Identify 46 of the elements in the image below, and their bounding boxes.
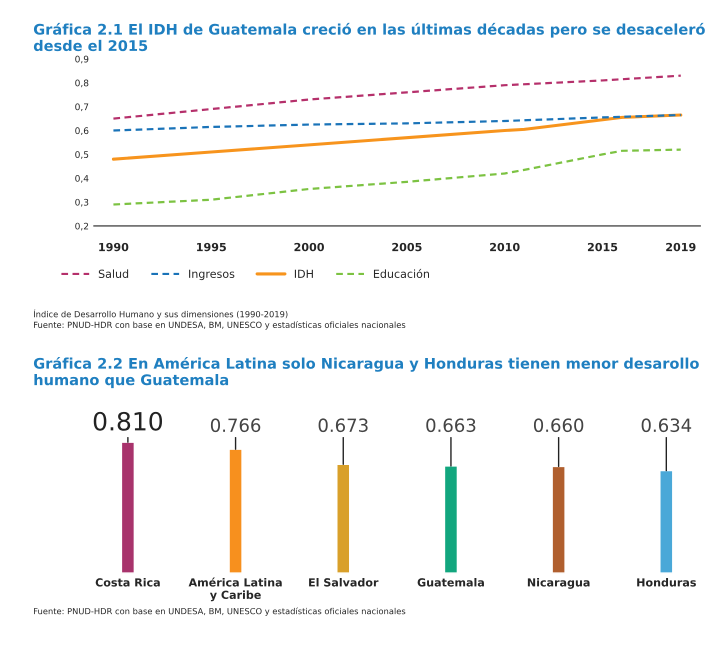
y-tick-label: 0,3 bbox=[75, 198, 88, 207]
bar bbox=[444, 465, 458, 574]
y-tick-label: 0,2 bbox=[75, 222, 88, 230]
data-label: 0.663 bbox=[426, 418, 476, 432]
source-note: Fuente: PNUD-HDR con base en UNDESA, BM, UNESCO y estadísticas oficiales nacionales bbox=[34, 321, 406, 330]
y-tick-label: 0,7 bbox=[75, 103, 88, 112]
y-tick-label: 0,5 bbox=[75, 151, 88, 159]
bar bbox=[336, 464, 350, 574]
y-tick-label: 0,9 bbox=[75, 56, 88, 64]
text: Índice de Desarrollo Humano y sus dimensiones (1990-2019) bbox=[34, 309, 288, 319]
legend-label: Ingresos bbox=[189, 270, 234, 280]
legend-label: Salud bbox=[98, 269, 128, 278]
chart-title: Gráfica 2.1 El IDH de Guatemala creció en las últimas décadas pero se desaceleró desde el 2015 bbox=[34, 22, 705, 52]
line-series bbox=[112, 113, 682, 161]
x-tick-label: 2010 bbox=[490, 242, 520, 252]
x-tick-label: 2005 bbox=[392, 242, 422, 252]
x-tick-label: 1990 bbox=[99, 242, 128, 252]
x-tick-label: El Salvador bbox=[309, 578, 378, 587]
x-tick-label: Nicaragua bbox=[528, 578, 590, 589]
data-label: 0.660 bbox=[534, 418, 584, 432]
bar bbox=[659, 470, 674, 574]
line-series bbox=[112, 148, 682, 206]
line-series bbox=[112, 74, 682, 120]
x-tick-label: 1995 bbox=[197, 242, 226, 252]
line-series bbox=[112, 114, 682, 132]
x-tick-label: 2015 bbox=[588, 242, 618, 252]
data-label: 0.673 bbox=[318, 418, 368, 432]
source-note: Fuente: PNUD-HDR con base en UNDESA, BM, UNESCO y estadísticas oficiales nacionales bbox=[34, 608, 406, 616]
bar bbox=[120, 441, 136, 574]
x-tick-label: Guatemala bbox=[418, 578, 484, 587]
bar bbox=[228, 448, 243, 574]
x-tick-label: Costa Rica bbox=[96, 578, 160, 587]
x-tick-label: 2019 bbox=[666, 242, 696, 252]
y-tick-label: 0,6 bbox=[75, 127, 88, 136]
data-label: 0.634 bbox=[642, 418, 692, 432]
y-tick-label: 0,4 bbox=[75, 174, 88, 183]
legend-label: IDH bbox=[294, 270, 313, 278]
x-tick-label: América Latina y Caribe bbox=[188, 578, 282, 602]
chart-title: Gráfica 2.2 En América Latina solo Nicaragua y Honduras tienen menor desarollo humano que Guatemala bbox=[34, 356, 699, 388]
data-label: 0.766 bbox=[210, 418, 260, 432]
data-label: 0.810 bbox=[94, 412, 162, 431]
x-tick-label: Honduras bbox=[637, 578, 696, 587]
y-tick-label: 0,8 bbox=[75, 80, 88, 88]
x-tick-label: 2000 bbox=[294, 242, 324, 252]
legend-label: Educación bbox=[374, 268, 430, 278]
bar bbox=[551, 466, 566, 574]
